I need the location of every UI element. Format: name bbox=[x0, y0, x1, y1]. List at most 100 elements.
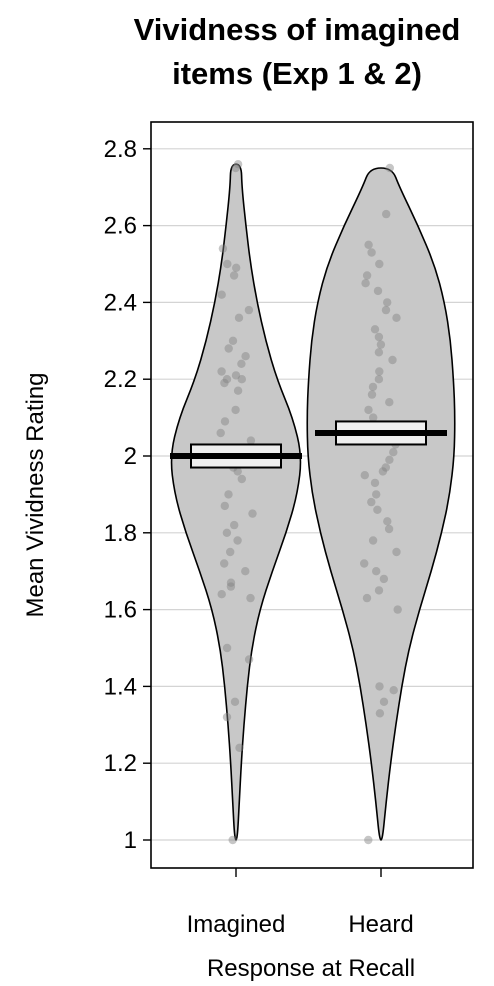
data-point-imagined bbox=[228, 336, 238, 345]
data-point-imagined bbox=[231, 405, 240, 415]
data-point-heard bbox=[385, 455, 394, 464]
data-point-imagined bbox=[222, 375, 232, 384]
data-point-heard bbox=[385, 398, 394, 407]
data-point-heard bbox=[382, 209, 391, 219]
data-point-heard bbox=[372, 567, 381, 576]
data-point-heard bbox=[361, 279, 370, 288]
data-point-imagined bbox=[230, 697, 240, 706]
data-point-imagined bbox=[235, 743, 244, 752]
y-tick-label: 2.8 bbox=[104, 136, 137, 163]
y-tick-label: 2 bbox=[124, 443, 137, 470]
y-tick-label: 2.2 bbox=[104, 366, 137, 393]
y-tick-label: 1.6 bbox=[104, 597, 137, 624]
violins bbox=[170, 163, 456, 841]
data-point-heard bbox=[383, 298, 392, 307]
data-point-imagined bbox=[220, 417, 230, 426]
data-point-heard bbox=[375, 259, 384, 269]
x-axis: Imagined Heard bbox=[187, 868, 414, 938]
data-point-heard bbox=[369, 413, 378, 422]
data-point-imagined bbox=[233, 536, 242, 545]
data-point-imagined bbox=[226, 582, 236, 591]
data-point-imagined bbox=[222, 712, 232, 722]
data-point-heard bbox=[379, 697, 389, 706]
data-point-heard bbox=[375, 682, 384, 691]
data-point-heard bbox=[379, 574, 389, 584]
data-point-imagined bbox=[233, 386, 243, 395]
y-tick-label: 1.2 bbox=[104, 750, 137, 777]
data-point-imagined bbox=[217, 367, 226, 376]
data-point-imagined bbox=[220, 501, 229, 511]
data-point-imagined bbox=[233, 467, 242, 476]
data-point-imagined bbox=[237, 375, 246, 384]
data-point-imagined bbox=[217, 290, 226, 299]
data-point-imagined bbox=[224, 344, 233, 353]
data-point-imagined bbox=[231, 371, 241, 380]
plot-frame bbox=[150, 121, 474, 869]
y-tick-label: 1.8 bbox=[104, 520, 137, 547]
data-point-heard bbox=[381, 463, 390, 472]
x-tick-label-heard: Heard bbox=[348, 911, 413, 938]
data-point-heard bbox=[370, 478, 380, 488]
data-point-imagined bbox=[234, 313, 244, 322]
data-point-imagined bbox=[218, 244, 228, 253]
data-point-imagined bbox=[237, 474, 246, 484]
data-point-heard bbox=[392, 313, 401, 322]
x-axis-label: Response at Recall bbox=[207, 955, 415, 982]
data-point-heard bbox=[388, 355, 397, 365]
data-point-heard bbox=[367, 497, 376, 507]
chart-title-line-1: Vividness of imagined bbox=[134, 12, 461, 47]
data-point-imagined bbox=[220, 559, 229, 568]
data-point-imagined bbox=[216, 428, 225, 438]
data-point-heard bbox=[389, 686, 398, 695]
chart-title-line-2: items (Exp 1 & 2) bbox=[172, 56, 422, 91]
data-point-imagined bbox=[220, 378, 229, 388]
data-point-imagined bbox=[226, 578, 236, 587]
data-point-heard bbox=[389, 448, 398, 457]
data-point-imagined bbox=[223, 259, 232, 269]
data-point-heard bbox=[374, 348, 384, 357]
data-point-heard bbox=[368, 382, 378, 392]
data-point-imagined bbox=[237, 359, 246, 368]
data-point-imagined bbox=[226, 547, 235, 557]
data-point-heard bbox=[364, 835, 373, 845]
data-point-heard bbox=[393, 605, 402, 614]
violin-heard bbox=[306, 167, 456, 841]
data-point-heard bbox=[360, 559, 369, 568]
y-tick-label: 2.4 bbox=[104, 289, 137, 316]
data-point-imagined bbox=[222, 528, 232, 537]
data-point-imagined bbox=[231, 163, 240, 173]
data-point-heard bbox=[373, 286, 383, 296]
y-axis-label: Mean Vividness Rating bbox=[22, 372, 49, 617]
data-point-imagined bbox=[244, 655, 254, 664]
data-point-imagined bbox=[246, 593, 255, 603]
data-point-heard bbox=[374, 375, 384, 384]
data-point-heard bbox=[374, 586, 384, 595]
data-point-heard bbox=[381, 305, 391, 315]
data-point-heard bbox=[364, 240, 373, 249]
data-point-heard bbox=[392, 547, 401, 557]
data-point-imagined bbox=[241, 352, 250, 361]
data-point-heard bbox=[376, 340, 386, 349]
data-point-heard bbox=[367, 390, 377, 399]
x-tick-label-imagined: Imagined bbox=[187, 911, 286, 938]
data-point-imagined bbox=[229, 271, 239, 280]
data-point-imagined bbox=[244, 305, 254, 315]
data-point-heard bbox=[362, 271, 372, 280]
y-tick-label: 1 bbox=[124, 827, 137, 854]
data-point-imagined bbox=[248, 509, 257, 518]
data-point-heard bbox=[374, 332, 384, 342]
data-point-heard bbox=[372, 490, 381, 499]
mean-and-ci bbox=[170, 420, 447, 469]
y-tick-label: 1.4 bbox=[104, 673, 137, 700]
data-point-heard bbox=[385, 163, 394, 173]
y-tick-label: 2.6 bbox=[104, 213, 137, 240]
data-point-heard bbox=[384, 524, 394, 534]
data-point-imagined bbox=[224, 490, 233, 499]
data-point-heard bbox=[373, 505, 382, 514]
data-point-imagined bbox=[222, 643, 232, 653]
data-point-imagined bbox=[232, 263, 241, 272]
data-point-heard bbox=[368, 536, 378, 545]
data-point-heard bbox=[362, 593, 372, 603]
data-point-heard bbox=[367, 248, 376, 257]
